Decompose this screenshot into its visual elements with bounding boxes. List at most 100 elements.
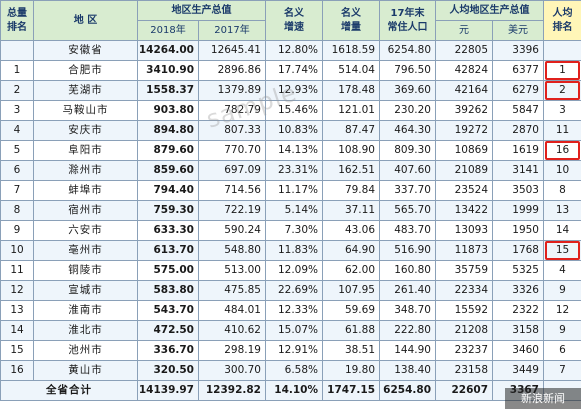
cell-gdp2018: 583.80 [137,280,199,301]
cell-gdp2018: 894.80 [137,120,199,141]
cell-pop: 464.30 [379,120,436,141]
cell-growth: 5.14% [265,200,323,221]
cell-rank: 15 [0,340,34,361]
cell-gdp2017: 513.00 [198,260,266,281]
table-row: 8 宿州市 759.30 722.19 5.14% 37.11 565.70 13422 199… [0,200,581,221]
cell-gdp2018: 759.30 [137,200,199,221]
cell-city: 芜湖市 [33,80,138,101]
cell-rank: 16 [0,360,34,381]
cell-rank [0,40,34,61]
cell-yuan: 21089 [435,160,493,181]
cell-gdp2018: 879.60 [137,140,199,161]
cell-usd: 3460 [492,340,544,361]
cell-rank: 14 [0,320,34,341]
table-row: 16 黄山市 320.50 300.70 6.58% 19.80 138.40 23158 34… [0,360,581,381]
cell-city: 马鞍山市 [33,100,138,121]
cell-increase: 162.51 [322,160,380,181]
table-row: 7 蚌埠市 794.40 714.56 11.17% 79.84 337.70 23524 35… [0,180,581,201]
cell-increase: 61.88 [322,320,380,341]
cell-increase: 38.51 [322,340,380,361]
cell-pop: 809.30 [379,140,436,161]
cell-rank: 2 [0,80,34,101]
cell-gdp2018: 903.80 [137,100,199,121]
cell-city: 滁州市 [33,160,138,181]
cell-yuan: 10869 [435,140,493,161]
header-per-capita: 人均地区生产总值 [435,0,544,21]
table-row: 1 合肥市 3410.90 2896.86 17.74% 514.04 796.50 4282… [0,60,581,81]
cell-increase: 59.69 [322,300,380,321]
cell-pc-rank: 11 [543,120,581,141]
cell-increase: 64.90 [322,240,380,261]
cell-usd: 1619 [492,140,544,161]
cell-pc-rank: 9 [543,320,581,341]
header-usd: 美元 [492,20,544,41]
cell-city: 阜阳市 [33,140,138,161]
total-pop: 6254.80 [379,380,436,401]
cell-usd: 5325 [492,260,544,281]
header-region: 地 区 [33,0,138,41]
cell-increase: 108.90 [322,140,380,161]
cell-rank: 11 [0,260,34,281]
cell-usd: 3141 [492,160,544,181]
cell-growth: 12.33% [265,300,323,321]
cell-rank: 8 [0,200,34,221]
cell-growth: 6.58% [265,360,323,381]
cell-yuan: 21208 [435,320,493,341]
cell-city: 池州市 [33,340,138,361]
cell-pop: 6254.80 [379,40,436,61]
cell-rank: 5 [0,140,34,161]
cell-usd: 1768 [492,240,544,261]
cell-pc-rank: 14 [543,220,581,241]
cell-usd: 3326 [492,280,544,301]
cell-usd: 1950 [492,220,544,241]
total-growth: 14.10% [265,380,323,401]
cell-gdp2018: 14264.00 [137,40,199,61]
cell-city: 淮南市 [33,300,138,321]
cell-pop: 407.60 [379,160,436,181]
cell-usd: 5847 [492,100,544,121]
cell-yuan: 11873 [435,240,493,261]
cell-gdp2018: 575.00 [137,260,199,281]
cell-gdp2018: 472.50 [137,320,199,341]
cell-yuan: 15592 [435,300,493,321]
header-population: 17年末 常住人口 [379,0,436,41]
cell-gdp2017: 807.33 [198,120,266,141]
header-gdp: 地区生产总值 [137,0,266,21]
cell-pc-rank [543,40,581,61]
cell-pc-rank: 16 [543,140,581,161]
table-row: 4 安庆市 894.80 807.33 10.83% 87.47 464.30 19272 28… [0,120,581,141]
cell-increase: 107.95 [322,280,380,301]
table-row: 12 宣城市 583.80 475.85 22.69% 107.95 261.40 22334… [0,280,581,301]
cell-yuan: 13093 [435,220,493,241]
cell-pc-rank: 7 [543,360,581,381]
cell-gdp2018: 794.40 [137,180,199,201]
cell-gdp2017: 410.62 [198,320,266,341]
cell-increase: 1618.59 [322,40,380,61]
cell-gdp2017: 484.01 [198,300,266,321]
table-row: 5 阜阳市 879.60 770.70 14.13% 108.90 809.30 10869 1… [0,140,581,161]
table-row: 13 淮南市 543.70 484.01 12.33% 59.69 348.70 15592 2… [0,300,581,321]
table-row: 14 淮北市 472.50 410.62 15.07% 61.88 222.80 21208 3… [0,320,581,341]
header-nominal-increase: 名义 增量 [322,0,380,41]
total-yuan: 22607 [435,380,493,401]
cell-pc-rank: 13 [543,200,581,221]
total-city: 全省合计 [0,380,138,401]
cell-rank: 6 [0,160,34,181]
cell-rank: 3 [0,100,34,121]
table-row: 9 六安市 633.30 590.24 7.30% 43.06 483.70 13093 195… [0,220,581,241]
cell-rank: 1 [0,60,34,81]
total-gdp2018: 14139.97 [137,380,199,401]
cell-increase: 121.01 [322,100,380,121]
table-row: 安徽省 14264.00 12645.41 12.80% 1618.59 6254.80 2… [0,40,581,61]
cell-pc-rank: 15 [543,240,581,261]
cell-usd: 2870 [492,120,544,141]
cell-gdp2017: 1379.89 [198,80,266,101]
cell-yuan: 22805 [435,40,493,61]
cell-rank: 12 [0,280,34,301]
cell-pop: 483.70 [379,220,436,241]
cell-usd: 6377 [492,60,544,81]
header-total-rank: 总量 排名 [0,0,34,41]
cell-pc-rank: 10 [543,160,581,181]
cell-pop: 796.50 [379,60,436,81]
